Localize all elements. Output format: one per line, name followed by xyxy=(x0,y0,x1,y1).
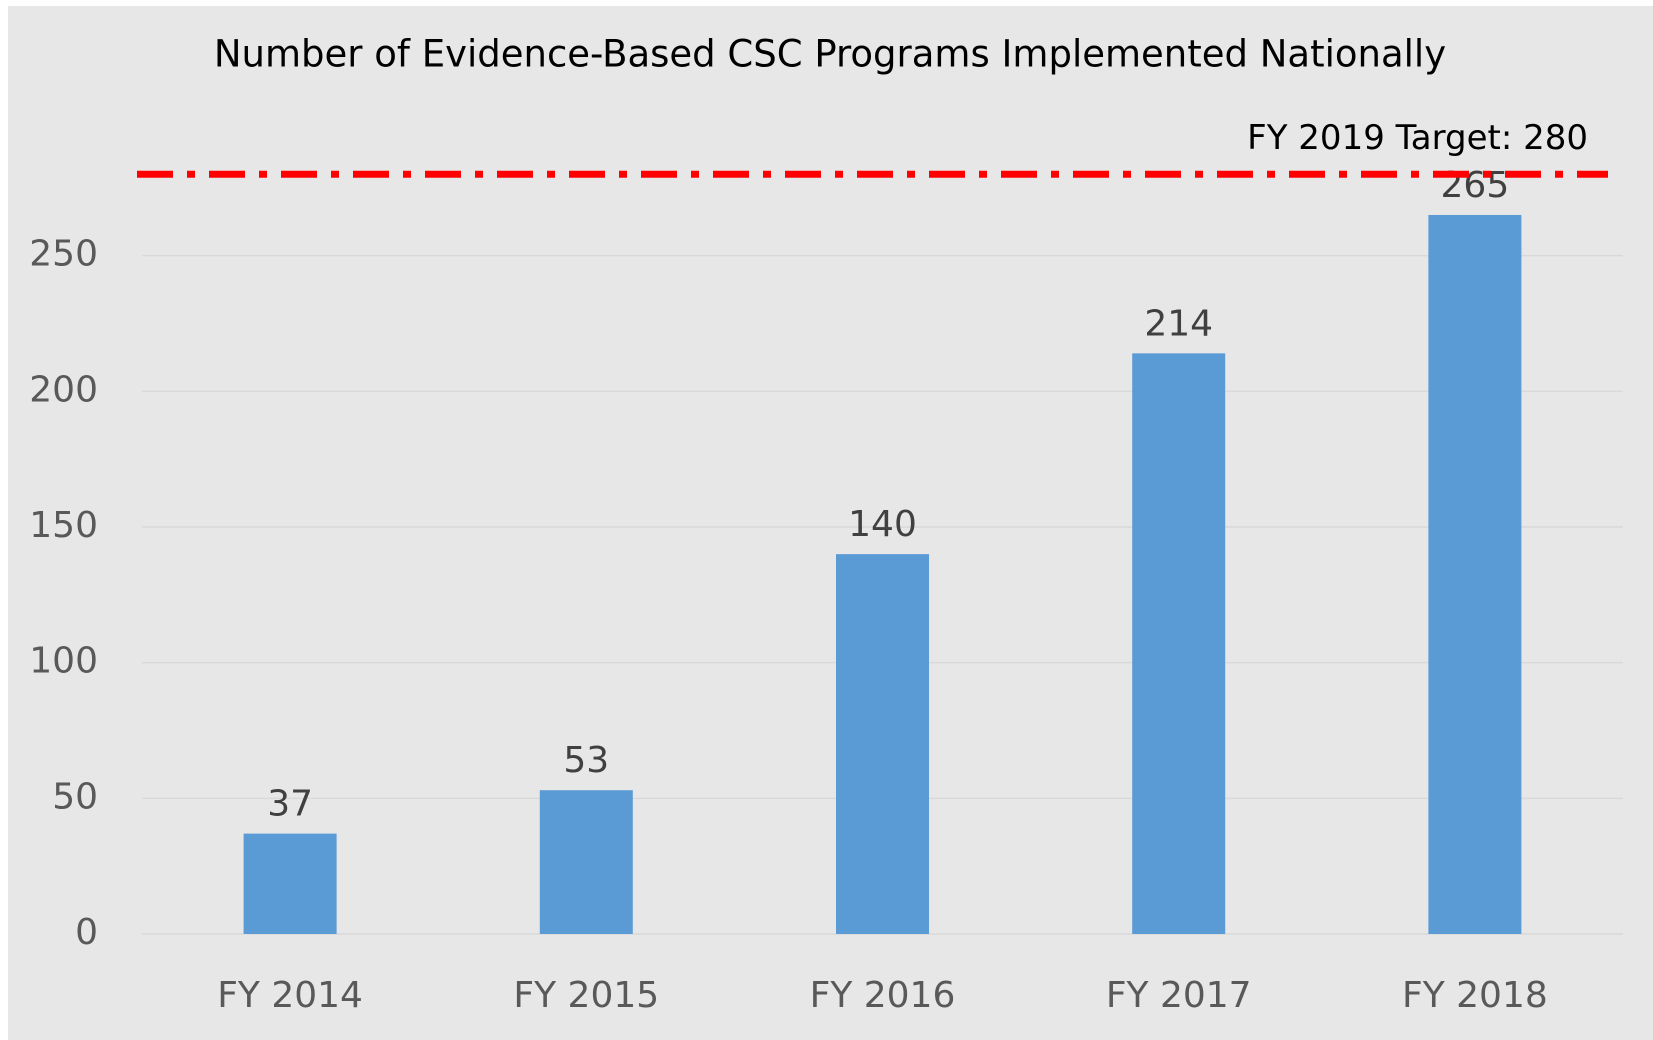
bar xyxy=(1132,353,1226,934)
y-tick-label: 100 xyxy=(29,641,98,682)
bar xyxy=(539,790,633,934)
x-tick-label: FY 2018 xyxy=(1402,975,1548,1016)
bar xyxy=(1428,214,1522,934)
y-tick-label: 0 xyxy=(75,912,98,953)
bar xyxy=(243,833,337,934)
y-tick-label: 150 xyxy=(29,505,98,546)
y-tick-label: 250 xyxy=(29,234,98,275)
target-label: FY 2019 Target: 280 xyxy=(1247,118,1588,158)
x-tick-label: FY 2015 xyxy=(513,975,659,1016)
data-label: 53 xyxy=(563,740,609,781)
x-tick-label: FY 2017 xyxy=(1106,975,1252,1016)
chart-title: Number of Evidence-Based CSC Programs Im… xyxy=(214,33,1446,76)
y-tick-label: 50 xyxy=(52,776,98,817)
x-tick-label: FY 2016 xyxy=(810,975,956,1016)
x-tick-label: FY 2014 xyxy=(217,975,363,1016)
data-label: 37 xyxy=(267,784,313,825)
y-tick-label: 200 xyxy=(29,369,98,410)
data-label: 140 xyxy=(848,504,917,545)
data-label: 214 xyxy=(1144,303,1213,344)
bar xyxy=(835,554,930,934)
